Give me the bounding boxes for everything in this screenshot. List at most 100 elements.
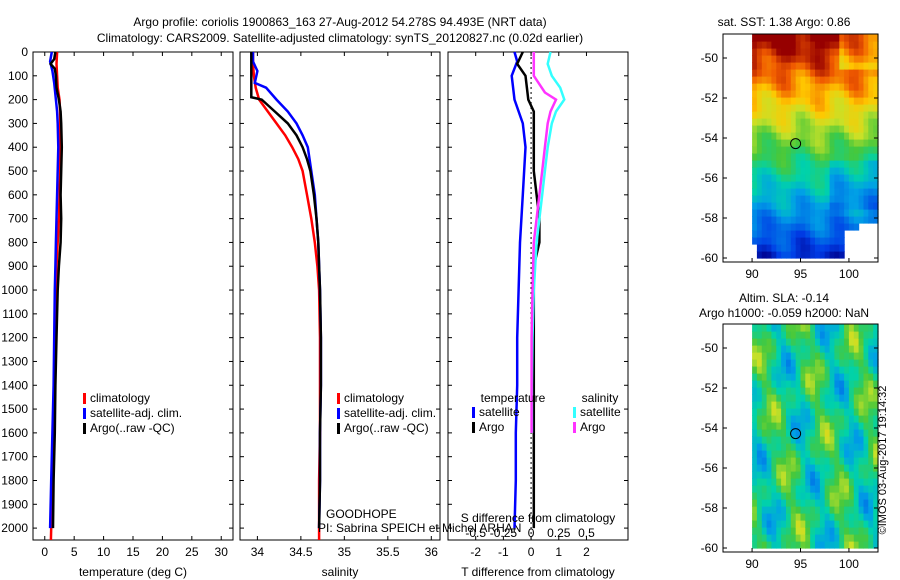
map-cell <box>805 401 811 409</box>
map-cell <box>771 359 777 367</box>
map-cell <box>853 492 860 500</box>
map-cell <box>815 244 821 252</box>
map-cell <box>786 464 792 472</box>
map-cell <box>805 118 811 126</box>
map-cell <box>853 223 860 231</box>
map-cell <box>766 338 772 346</box>
map-cell <box>844 352 850 360</box>
map-cell <box>786 41 792 49</box>
map-cell <box>761 534 768 542</box>
map-cell <box>848 331 855 339</box>
map-cell <box>873 408 879 416</box>
map-cell <box>805 443 811 451</box>
map-cell <box>776 485 782 493</box>
map-cell <box>863 499 869 507</box>
map-cell <box>819 499 826 507</box>
y-tick-label: 1900 <box>1 497 28 511</box>
map-cell <box>756 359 763 367</box>
map-cell <box>868 160 874 168</box>
map-cell <box>863 478 869 486</box>
map-cell <box>800 436 806 444</box>
map-cell <box>752 520 758 528</box>
map-cell <box>829 181 835 189</box>
map-cell <box>858 450 864 458</box>
series-line-climatology <box>251 52 322 540</box>
map-cell <box>800 450 806 458</box>
map-cell <box>819 104 826 112</box>
map-cell <box>819 401 826 409</box>
map-cell <box>766 90 772 98</box>
map-cell <box>786 118 792 126</box>
map-cell <box>834 69 840 77</box>
map-cell <box>829 429 835 437</box>
map-cell <box>756 450 763 458</box>
map-cell <box>781 216 787 224</box>
map-cell <box>790 251 797 259</box>
map-cell <box>810 223 816 231</box>
map-cell <box>868 520 874 528</box>
map-cell <box>868 387 874 395</box>
map-cell <box>868 195 874 203</box>
map-cell <box>844 90 850 98</box>
map-cell <box>844 485 850 493</box>
map-cell <box>810 209 816 217</box>
map-cell <box>873 527 879 535</box>
map-cell <box>868 506 874 514</box>
map-cell <box>848 338 855 346</box>
map-cell <box>805 471 811 479</box>
map-cell <box>829 69 835 77</box>
map-cell <box>771 534 777 542</box>
map-cell <box>848 394 855 402</box>
map-cell <box>819 373 826 381</box>
map-cell <box>819 118 826 126</box>
map-cell <box>752 464 758 472</box>
map-cell <box>829 153 835 161</box>
map-cell <box>786 83 792 91</box>
map-cell <box>815 153 821 161</box>
map-cell <box>863 443 869 451</box>
map-cell <box>795 401 802 409</box>
map-cell <box>824 485 831 493</box>
map-cell <box>863 345 869 353</box>
map-cell <box>873 478 879 486</box>
map-cell <box>805 104 811 112</box>
map-cell <box>756 324 763 332</box>
map-cell <box>771 181 777 189</box>
map-cell <box>771 153 777 161</box>
map-cell <box>756 373 763 381</box>
map-cell <box>795 48 802 56</box>
map-cell <box>790 471 797 479</box>
map-cell <box>790 401 797 409</box>
map-cell <box>805 48 811 56</box>
map-cell <box>781 167 787 175</box>
map-cell <box>853 83 860 91</box>
map-cell <box>800 237 806 245</box>
map-cell <box>795 373 802 381</box>
map-cell <box>766 83 772 91</box>
map-cell <box>824 146 831 154</box>
map-cell <box>868 209 874 217</box>
map-cell <box>834 139 840 147</box>
plot-frame <box>447 51 629 541</box>
y-tick-label: 800 <box>8 235 28 249</box>
map-cell <box>824 394 831 402</box>
map-cell <box>795 478 802 486</box>
map-cell <box>815 188 821 196</box>
map-cell <box>853 125 860 133</box>
map-cell <box>805 373 811 381</box>
map-cell <box>868 366 874 374</box>
map-cell <box>815 125 821 133</box>
map-cell <box>790 216 797 224</box>
map-cell <box>829 338 835 346</box>
map-cell <box>805 457 811 465</box>
map-cell <box>810 167 816 175</box>
map-cell <box>805 324 811 332</box>
map-cell <box>834 209 840 217</box>
map-cell <box>824 34 831 42</box>
map-cell <box>848 450 855 458</box>
map-cell <box>848 111 855 119</box>
argo-location-marker <box>790 428 802 440</box>
map-cell <box>781 202 787 210</box>
map-cell <box>756 167 763 175</box>
map-cell <box>752 380 758 388</box>
